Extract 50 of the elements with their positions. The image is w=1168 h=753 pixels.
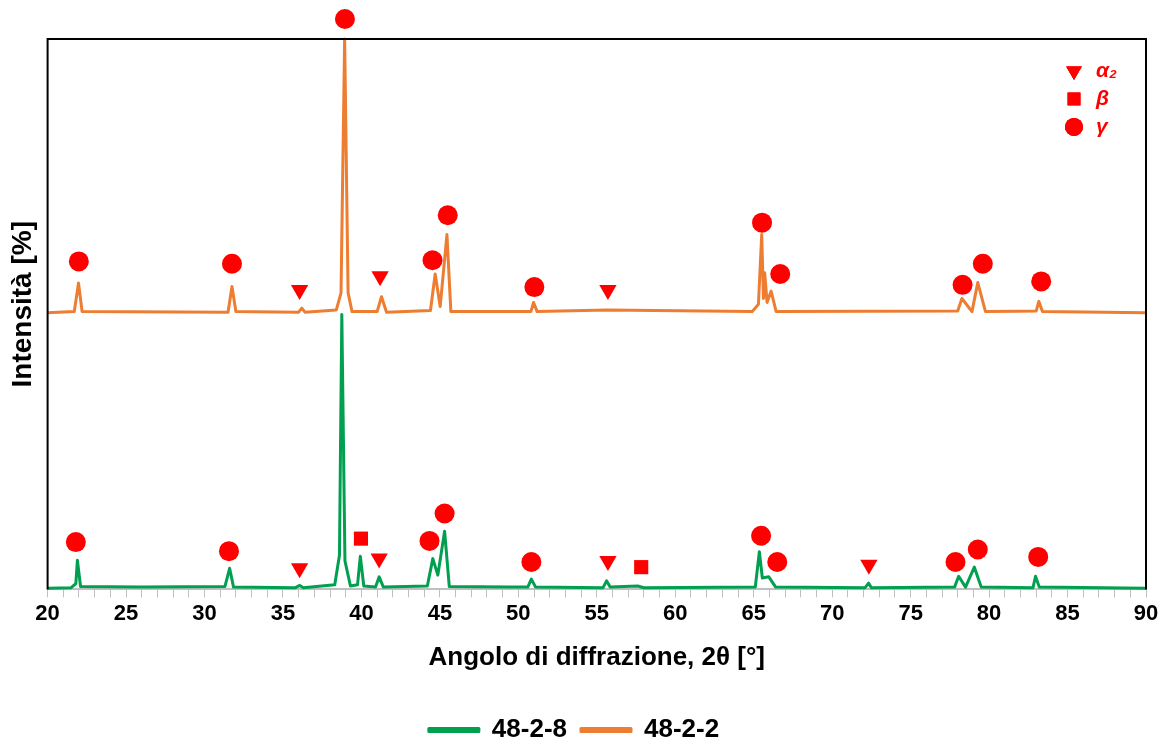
x-tick-label: 75: [898, 599, 923, 625]
point: [770, 263, 791, 284]
legend-label: 48-2-2: [644, 713, 720, 744]
legend-label: 48-2-8: [491, 713, 567, 744]
point: [952, 274, 973, 295]
x-axis-title: Angolo di diffrazione, 2θ [°]: [428, 640, 766, 671]
point: [972, 253, 993, 274]
point: [422, 250, 443, 271]
y-axis-title: Intensità [%]: [5, 220, 37, 388]
point: [221, 253, 242, 274]
point: [65, 532, 86, 553]
point: [218, 541, 239, 562]
x-tick-label: 80: [976, 599, 1002, 625]
x-tick-label: 70: [819, 599, 845, 625]
x-tick-label: 50: [506, 599, 531, 625]
x-tick-label: 40: [349, 599, 374, 625]
legend-label: γ: [1096, 113, 1109, 137]
legend-label: α₂: [1096, 57, 1118, 81]
x-tick-label: 85: [1055, 599, 1080, 625]
point: [68, 251, 89, 272]
point: [434, 503, 455, 524]
point: [945, 552, 966, 573]
point: [521, 552, 542, 573]
point: [1028, 546, 1049, 567]
point: [353, 531, 369, 546]
point: [634, 560, 649, 575]
point: [1031, 271, 1052, 292]
point: [290, 284, 309, 300]
x-tick-label: 25: [113, 599, 139, 625]
x-tick-label: 20: [35, 599, 60, 625]
x-tick-label: 60: [663, 599, 688, 625]
point: [860, 559, 878, 575]
x-tick-label: 30: [192, 599, 217, 625]
point: [752, 212, 773, 233]
point: [524, 277, 545, 298]
point: [967, 539, 988, 560]
x-tick-label: 65: [741, 599, 766, 625]
point: [599, 555, 617, 571]
point: [370, 553, 388, 569]
point: [334, 9, 355, 29]
legend-label: β: [1095, 85, 1110, 109]
point: [419, 530, 440, 551]
x-tick-label: 55: [584, 599, 610, 625]
point: [599, 284, 617, 300]
x-tick-label: 45: [427, 599, 453, 625]
x-tick-label: 35: [270, 599, 296, 625]
point: [767, 552, 788, 573]
x-tick-label: 90: [1133, 599, 1159, 625]
point: [437, 205, 458, 226]
point: [751, 525, 772, 546]
